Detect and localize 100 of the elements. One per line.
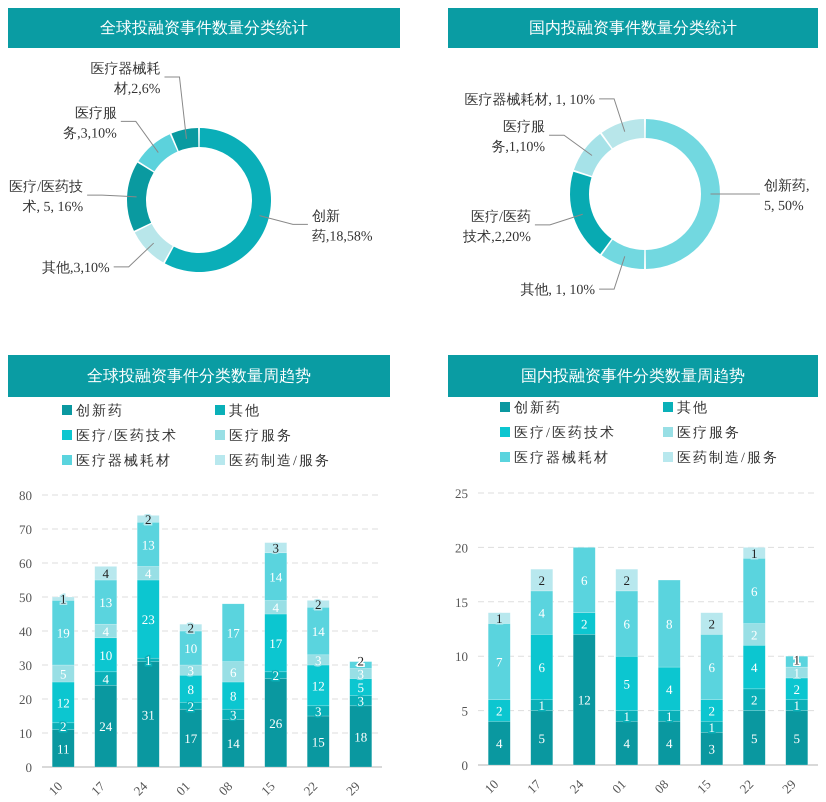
data-label: 2 [751,692,758,708]
data-label: 1 [794,698,800,714]
data-label: 1 [666,709,672,724]
slice-label: 其他, 1, 10% [520,282,596,298]
data-label: 2 [794,682,800,697]
x-tick-label: 10 [46,778,66,798]
data-label: 2 [751,627,758,642]
data-label: 4 [751,660,758,676]
slice-label: 医疗/医药技术,2,20% [462,208,532,245]
x-tick-label: 01 [609,776,629,796]
slice-label: 医疗/医药技术, 5, 16% [9,179,84,216]
data-label: 19 [56,626,70,641]
x-tick-label: 10 [482,776,502,796]
data-label: 6 [708,660,715,676]
chart-title: 全球投融资事件数量分类统计 [100,19,308,37]
x-tick-label: 15 [694,776,714,796]
data-label: 6 [624,616,630,632]
y-tick-label: 20 [455,540,468,556]
data-label: 6 [581,573,588,588]
data-label: 4 [102,672,109,687]
legend-label: 医疗器械耗材 [514,450,610,466]
x-tick-label: 17 [88,778,108,798]
data-label: 3 [272,540,279,556]
data-label: 14 [269,570,282,585]
data-label: 5 [358,680,364,696]
y-tick-label: 20 [19,692,32,707]
data-label: 2 [188,620,194,636]
y-tick-label: 40 [19,624,32,639]
x-tick-label: 29 [779,776,799,796]
x-tick-label: 24 [130,778,151,798]
data-label: 2 [581,616,588,632]
y-tick-label: 30 [19,658,32,673]
slice-label: 创新药, 5, 50% [764,178,813,214]
data-label: 5 [624,676,630,692]
data-label: 4 [538,606,545,621]
data-label: 3 [358,666,364,682]
slice-label: 医疗服务,3,10% [63,105,118,142]
data-label: 2 [272,668,279,684]
data-label: 4 [624,736,630,752]
legend-label: 其他 [677,400,709,416]
legend-label: 医疗器械耗材 [76,453,172,469]
data-label: 2 [538,573,545,588]
y-tick-label: 15 [455,594,468,610]
slice-label: 医疗器械耗材, 1, 10% [464,92,596,108]
y-tick-label: 60 [19,556,32,571]
data-label: 11 [56,741,70,756]
data-label: 1 [794,652,800,668]
legend-label: 其他 [229,403,261,419]
data-label: 17 [184,731,198,746]
y-tick-label: 0 [26,760,32,775]
legend-label: 医疗/医药技术 [76,428,178,444]
data-label: 6 [538,660,545,676]
data-label: 1 [538,698,545,714]
y-tick-label: 70 [19,522,32,537]
slice-label: 创新药,18,58% [312,208,373,244]
x-tick-label: 15 [258,778,278,798]
data-label: 8 [188,682,194,697]
data-label: 8 [666,616,672,632]
data-label: 4 [496,736,502,752]
chart-title: 全球投融资事件分类数量周趋势 [87,367,311,385]
data-label: 3 [230,707,236,722]
data-label: 5 [751,730,758,746]
data-label: 3 [315,652,322,668]
data-label: 4 [272,600,279,616]
data-label: 1 [794,666,800,681]
data-label: 4 [145,566,152,582]
x-tick-label: 29 [343,778,363,798]
data-label: 4 [666,682,672,697]
legend-label: 医疗服务 [677,425,741,441]
data-label: 12 [56,695,70,710]
data-label: 15 [312,734,325,750]
y-tick-label: 5 [462,704,468,719]
data-label: 17 [226,626,240,641]
slice-label: 医疗器械耗材,2,6% [90,60,161,97]
data-label: 1 [624,709,630,724]
legend-label: 医药制造/服务 [229,453,331,469]
data-label: 6 [230,664,236,680]
data-label: 1 [60,592,66,607]
y-tick-label: 10 [455,649,468,664]
data-label: 14 [226,736,240,752]
data-label: 3 [188,663,194,678]
data-label: 3 [315,704,322,719]
data-label: 5 [538,730,545,746]
legend-label: 创新药 [514,400,562,416]
data-label: 26 [269,716,282,731]
data-label: 2 [708,704,715,719]
data-label: 4 [102,624,109,639]
slice-label: 其他,3,10% [42,260,110,276]
y-tick-label: 10 [19,726,32,741]
data-label: 13 [142,537,155,552]
y-tick-label: 0 [462,758,468,773]
data-label: 18 [354,729,368,744]
legend-label: 创新药 [76,403,124,419]
x-tick-label: 08 [216,778,236,798]
slice-label: 医疗服务,1,10% [491,119,546,156]
y-tick-label: 50 [19,590,32,605]
data-label: 2 [496,704,502,719]
data-label: 24 [99,719,112,734]
data-label: 5 [60,666,66,682]
legend-label: 医疗服务 [229,428,293,444]
